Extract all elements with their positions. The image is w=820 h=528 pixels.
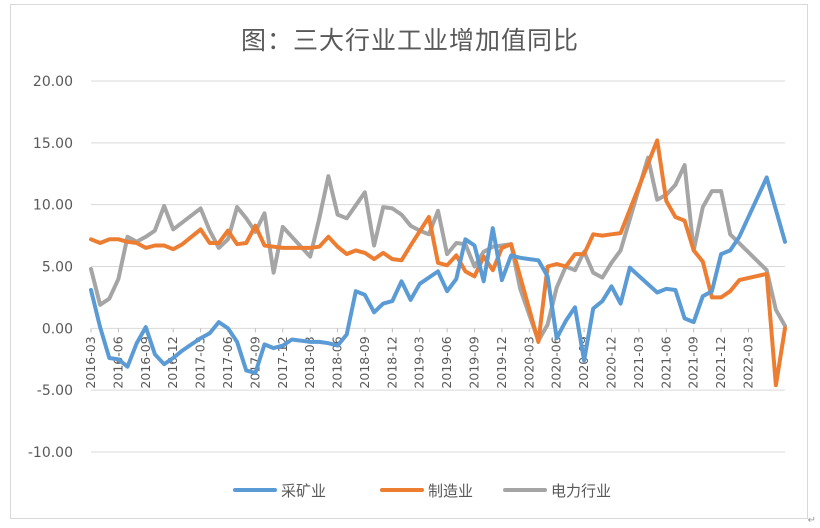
x-tick-label: 2019-03 [412,336,427,388]
x-tick-label: 2016-06 [110,336,125,388]
x-tick-label: 2021-09 [686,336,701,388]
x-tick-label: 2020-12 [604,336,619,388]
y-tick-label: -5.00 [37,383,73,399]
x-tick-label: 2018-03 [302,336,317,388]
chart-title: 图：三大行业工业增加值同比 [240,26,579,55]
x-tick-label: 2022-03 [740,336,755,388]
x-tick-label: 2016-09 [138,336,153,388]
y-tick-label: -10.00 [28,445,73,461]
series-line-1 [89,138,787,388]
legend-label: 采矿业 [281,482,326,500]
y-tick-label: 15.00 [33,136,73,152]
x-tick-label: 2019-06 [439,336,454,388]
series-line-2 [89,155,787,343]
x-tick-label: 2021-06 [658,336,673,388]
y-axis-ticks: 20.00 15.00 10.00 5.00 0.00 -5.00 -10.00 [28,74,73,461]
y-tick-label: 20.00 [33,74,73,90]
x-tick-label: 2016-03 [83,336,98,388]
x-tick-label: 2019-12 [494,336,509,388]
legend-label: 制造业 [428,482,473,500]
series-layer [89,138,787,388]
x-tick-label: 2021-12 [713,336,728,388]
x-tick-label: 2017-12 [275,336,290,388]
x-tick-label: 2017-06 [220,336,235,388]
x-tick-label: 2020-06 [549,336,564,388]
y-tick-label: 10.00 [33,198,73,214]
y-tick-label: 0.00 [42,321,73,337]
series-line-0 [89,175,787,375]
x-tick-label: 2016-12 [165,336,180,388]
x-axis-ticks: 2016-03 2016-06 2016-09 2016-12 2017-03 2017-… [83,328,755,389]
paragraph-mark: ↵ [807,515,816,526]
x-tick-label: 2021-03 [631,336,646,388]
x-tick-label: 2018-06 [330,336,345,388]
x-tick-label: 2018-09 [357,336,372,388]
legend-label: 电力行业 [551,482,611,500]
chart-svg: 20.00 15.00 10.00 5.00 0.00 -5.00 -10.00 2016-… [28,74,787,500]
grid-layer [91,80,785,453]
x-tick-label: 2020-03 [521,336,536,388]
legend: 采矿业 制造业 电力行业 [233,482,611,500]
x-tick-label: 2019-09 [467,336,482,388]
chart-frame: 图：三大行业工业增加值同比 20.00 15.00 10.00 5.00 0.00 -5.… [10,4,808,519]
x-tick-label: 2018-12 [384,336,399,388]
x-tick-label: 2017-03 [193,336,208,388]
y-tick-label: 5.00 [42,260,73,276]
x-tick-label: 2017-09 [247,336,262,388]
